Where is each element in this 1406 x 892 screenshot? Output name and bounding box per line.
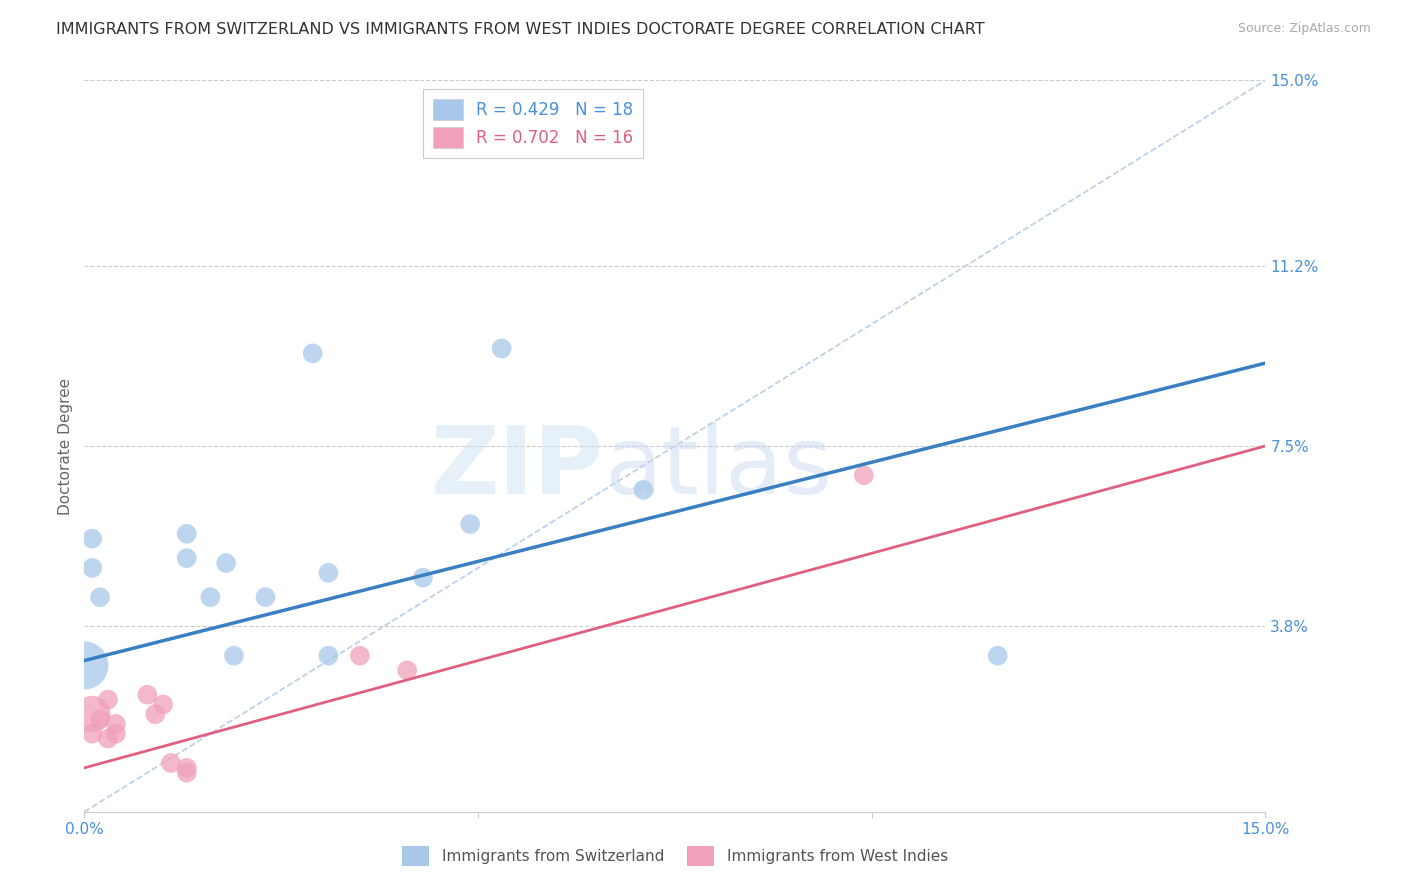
- Point: [200, 590, 222, 604]
- Point: [349, 648, 371, 663]
- Point: [152, 698, 174, 712]
- Point: [104, 727, 127, 741]
- Point: [82, 727, 104, 741]
- Point: [491, 342, 513, 356]
- Point: [852, 468, 875, 483]
- Y-axis label: Doctorate Degree: Doctorate Degree: [58, 377, 73, 515]
- Point: [97, 692, 120, 706]
- Text: IMMIGRANTS FROM SWITZERLAND VS IMMIGRANTS FROM WEST INDIES DOCTORATE DEGREE CORR: IMMIGRANTS FROM SWITZERLAND VS IMMIGRANT…: [56, 22, 984, 37]
- Point: [215, 556, 238, 570]
- Point: [104, 717, 127, 731]
- Legend: Immigrants from Switzerland, Immigrants from West Indies: Immigrants from Switzerland, Immigrants …: [394, 838, 956, 873]
- Point: [301, 346, 323, 360]
- Point: [176, 551, 198, 566]
- Point: [136, 688, 159, 702]
- Point: [412, 571, 434, 585]
- Point: [458, 516, 481, 531]
- Point: [222, 648, 245, 663]
- Text: Source: ZipAtlas.com: Source: ZipAtlas.com: [1237, 22, 1371, 36]
- Point: [143, 707, 166, 722]
- Point: [160, 756, 183, 770]
- Point: [82, 561, 104, 575]
- Point: [176, 765, 198, 780]
- Text: atlas: atlas: [605, 422, 832, 514]
- Point: [318, 648, 340, 663]
- Point: [82, 707, 104, 722]
- Point: [73, 658, 96, 673]
- Point: [89, 590, 111, 604]
- Text: ZIP: ZIP: [432, 422, 605, 514]
- Point: [318, 566, 340, 580]
- Point: [176, 761, 198, 775]
- Point: [176, 526, 198, 541]
- Point: [396, 663, 419, 677]
- Point: [89, 712, 111, 726]
- Point: [82, 532, 104, 546]
- Point: [254, 590, 277, 604]
- Point: [97, 731, 120, 746]
- Point: [987, 648, 1010, 663]
- Point: [633, 483, 655, 497]
